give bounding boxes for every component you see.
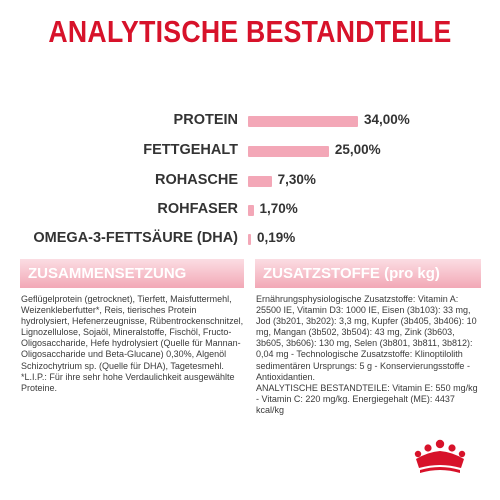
additives-analytical: ANALYTISCHE BESTANDTEILE: Vitamin E: 550… bbox=[256, 382, 478, 415]
additives-panel: Ernährungsphysiologische Zusatzstoffe: V… bbox=[256, 294, 482, 416]
nutrient-bar bbox=[248, 205, 254, 216]
nutrient-row: ROHASCHE 7,30% bbox=[0, 170, 500, 194]
page-title: ANALYTISCHE BESTANDTEILE bbox=[48, 14, 452, 49]
additives-text: Ernährungsphysiologische Zusatzstoffe: V… bbox=[256, 294, 477, 382]
composition-text: Geflügelprotein (getrocknet), Tierfett, … bbox=[21, 294, 244, 371]
nutrient-value: 7,30% bbox=[277, 172, 316, 187]
nutrient-value: 34,00% bbox=[364, 112, 410, 127]
composition-heading: ZUSAMMENSETZUNG bbox=[20, 259, 244, 288]
nutrient-value: 0,19% bbox=[257, 230, 296, 245]
nutrient-label: ROHFASER bbox=[157, 201, 238, 217]
royal-canin-crown-icon bbox=[410, 437, 470, 477]
nutrient-bar bbox=[248, 116, 358, 127]
nutrient-bar bbox=[248, 146, 329, 157]
nutrient-row: OMEGA-3-FETTSÄURE (DHA) 0,19% bbox=[0, 228, 500, 252]
nutrient-label: FETTGEHALT bbox=[143, 142, 238, 158]
nutrient-row: ROHFASER 1,70% bbox=[0, 199, 500, 223]
nutrient-row: FETTGEHALT 25,00% bbox=[0, 140, 500, 164]
nutrient-value: 25,00% bbox=[334, 142, 381, 157]
nutrient-label: PROTEIN bbox=[173, 112, 238, 128]
nutrient-bar bbox=[248, 176, 272, 187]
nutrient-label: ROHASCHE bbox=[155, 172, 238, 188]
composition-panel: Geflügelprotein (getrocknet), Tierfett, … bbox=[21, 294, 247, 394]
nutrient-label: OMEGA-3-FETTSÄURE (DHA) bbox=[33, 230, 238, 246]
nutrient-row: PROTEIN 34,00% bbox=[0, 110, 500, 134]
nutrient-value: 1,70% bbox=[259, 201, 298, 216]
additives-heading: ZUSATZSTOFFE (pro kg) bbox=[255, 259, 481, 288]
nutrient-bar bbox=[248, 234, 251, 245]
composition-footnote: *L.I.P.: Für ihre sehr hohe Verdaulichke… bbox=[21, 371, 235, 393]
